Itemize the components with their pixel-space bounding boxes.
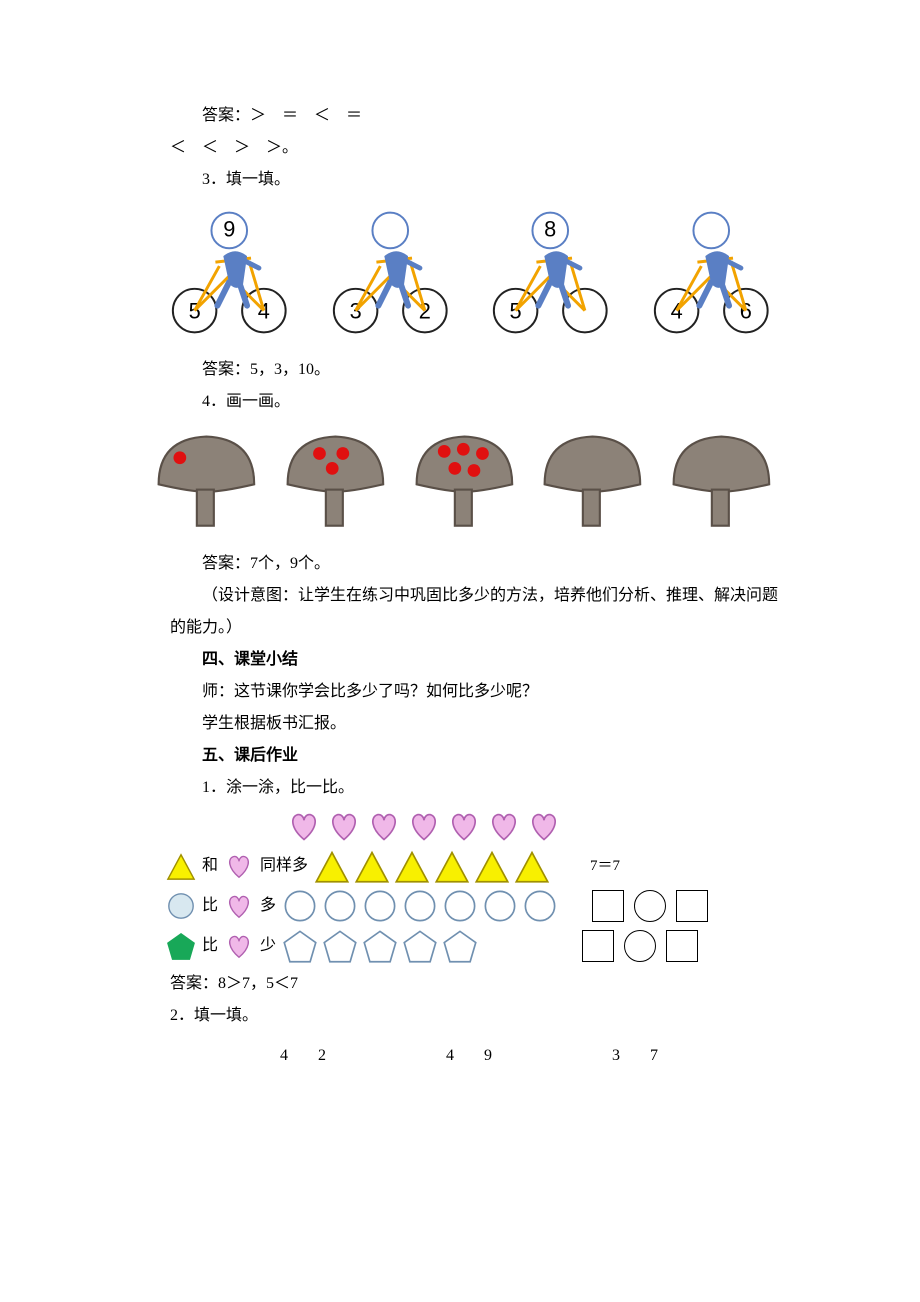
q4-answer: 答案：7个，9个。: [170, 548, 780, 580]
q3-answer: 答案：5，3，10。: [170, 354, 780, 386]
answer-line-1: 答案：＞ ＝ ＜ ＝: [170, 100, 780, 132]
bicycle-icon: 54 9: [160, 206, 299, 336]
num: 2: [318, 1040, 326, 1072]
heart-icon: [446, 808, 482, 844]
hw1-eq: 7＝7: [590, 851, 620, 881]
mushroom-icon: [663, 424, 780, 534]
circle-box[interactable]: [634, 890, 666, 922]
pentagon-icon: [322, 928, 358, 964]
design-note: （设计意图：让学生在练习中巩固比多少的方法，培养他们分析、推理、解决问题的能力。…: [170, 580, 780, 644]
section-4-line-1: 师：这节课你学会比多少了吗？如何比多少呢？: [170, 676, 780, 708]
circle-icon: [282, 888, 318, 924]
heart-icon: [286, 808, 322, 844]
hw1-text: 同样多: [260, 850, 308, 882]
circle-icon: [442, 888, 478, 924]
section-4-line-2: 学生根据板书汇报。: [170, 708, 780, 740]
triangle-icon: [474, 848, 510, 884]
circle-icon: [362, 888, 398, 924]
hw1-text: 少: [260, 930, 276, 962]
bicycle-icon: 32: [321, 206, 460, 336]
circle-row: [282, 888, 558, 924]
heart-row: [286, 808, 562, 844]
hw2-label: 2．填一填。: [170, 1000, 780, 1032]
hw1-text: 多: [260, 890, 276, 922]
number-pair: 4 9: [446, 1040, 492, 1072]
section-5-title: 五、课后作业: [170, 740, 780, 772]
heart-icon: [366, 808, 402, 844]
heart-icon: [224, 851, 254, 881]
square-box[interactable]: [592, 890, 624, 922]
circle-icon: [482, 888, 518, 924]
square-box[interactable]: [676, 890, 708, 922]
page: 答案：＞ ＝ ＜ ＝ ＜ ＜ ＞ ＞。 3．填一填。 54 9 32: [0, 0, 920, 1132]
num: 4: [446, 1040, 454, 1072]
section-4-title: 四、课堂小结: [170, 644, 780, 676]
pentagon-icon: [282, 928, 318, 964]
num: 9: [484, 1040, 492, 1072]
triangle-icon: [514, 848, 550, 884]
heart-icon: [406, 808, 442, 844]
answer-boxes: [582, 930, 698, 962]
triangle-row: [314, 848, 550, 884]
triangle-icon: [434, 848, 470, 884]
circle-icon: [166, 891, 196, 921]
hw1-answer: 答案：8＞7，5＜7: [170, 968, 780, 1000]
svg-text:6: 6: [739, 298, 751, 323]
mushroom-icon: [148, 424, 265, 534]
number-pair: 3 7: [612, 1040, 658, 1072]
hw1-text: 比: [202, 890, 218, 922]
circle-icon: [522, 888, 558, 924]
svg-text:8: 8: [544, 216, 556, 241]
num: 4: [280, 1040, 288, 1072]
pentagon-icon: [402, 928, 438, 964]
pentagon-icon: [362, 928, 398, 964]
q4-label: 4．画一画。: [170, 386, 780, 418]
square-box[interactable]: [666, 930, 698, 962]
bicycle-icon: 5 8: [481, 206, 620, 336]
hw1-text: 比: [202, 930, 218, 962]
answer-boxes: [592, 890, 708, 922]
hw1-text: 和: [202, 850, 218, 882]
mushroom-icon: [406, 424, 523, 534]
heart-icon: [224, 891, 254, 921]
bicycle-icon: 46: [642, 206, 781, 336]
num: 3: [612, 1040, 620, 1072]
hw2-numbers: 4 2 4 9 3 7: [170, 1040, 780, 1072]
triangle-icon: [314, 848, 350, 884]
mushroom-icon: [534, 424, 651, 534]
mushroom-icon: [277, 424, 394, 534]
num: 7: [650, 1040, 658, 1072]
heart-icon: [326, 808, 362, 844]
hw1-label: 1．涂一涂，比一比。: [170, 772, 780, 804]
circle-icon: [402, 888, 438, 924]
q3-label: 3．填一填。: [170, 164, 780, 196]
svg-text:4: 4: [258, 298, 270, 323]
answer-line-2: ＜ ＜ ＞ ＞。: [170, 132, 780, 164]
number-pair: 4 2: [280, 1040, 326, 1072]
pentagon-row: [282, 928, 478, 964]
triangle-icon: [354, 848, 390, 884]
bicycle-row: 54 9 32 5: [160, 206, 780, 336]
pentagon-icon: [166, 931, 196, 961]
square-box[interactable]: [582, 930, 614, 962]
svg-text:2: 2: [418, 298, 430, 323]
svg-text:9: 9: [223, 216, 235, 241]
circle-icon: [322, 888, 358, 924]
heart-icon: [486, 808, 522, 844]
triangle-icon: [166, 851, 196, 881]
pentagon-icon: [442, 928, 478, 964]
hw1-shapes: 和 同样多 7＝7 比 多 比 少: [166, 808, 780, 964]
heart-icon: [224, 931, 254, 961]
triangle-icon: [394, 848, 430, 884]
circle-box[interactable]: [624, 930, 656, 962]
heart-icon: [526, 808, 562, 844]
mushroom-row: [148, 424, 780, 534]
